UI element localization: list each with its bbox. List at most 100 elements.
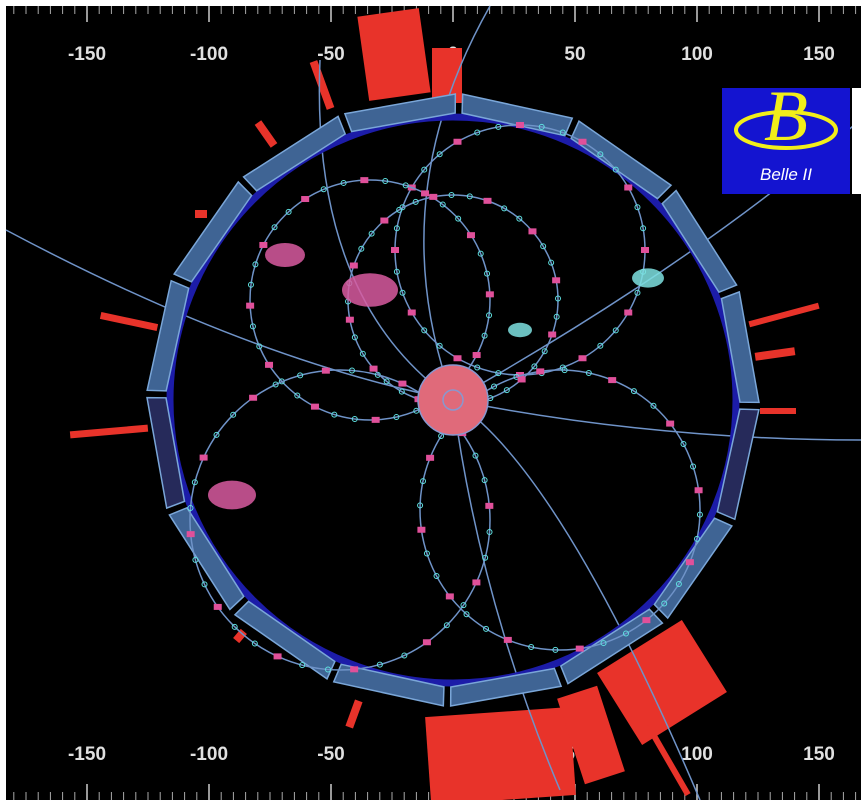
svd-hit — [396, 206, 403, 213]
cdc-hit — [380, 217, 389, 224]
svd-hit — [491, 383, 498, 390]
svd-hit — [249, 323, 256, 330]
helix — [189, 369, 491, 671]
ecl-deposit — [357, 8, 431, 101]
tick-label: -50 — [317, 44, 344, 65]
cdc-hit — [371, 416, 380, 423]
hit-cluster — [508, 322, 532, 338]
logo-edge — [852, 88, 861, 194]
helix — [249, 179, 491, 421]
svd-hit — [351, 334, 358, 341]
svd-hit — [401, 652, 408, 659]
cdc-hit — [608, 377, 617, 384]
svd-hit — [466, 193, 473, 200]
cdc-hit — [472, 352, 481, 359]
svd-hit — [320, 186, 327, 193]
ecl-deposit — [425, 707, 576, 800]
svd-hit — [272, 381, 279, 388]
cdc-hit — [429, 193, 438, 200]
svd-hit — [600, 640, 607, 647]
svd-hit — [231, 623, 238, 630]
cdc-hit — [391, 247, 399, 253]
svd-hit — [693, 535, 700, 542]
svd-hit — [417, 502, 424, 509]
svd-hit — [484, 270, 491, 277]
svd-hit — [443, 622, 450, 629]
svd-hit — [612, 166, 619, 173]
cdc-hit — [516, 372, 524, 378]
ecl-barrel-segment — [332, 663, 445, 707]
ecl-deposit — [760, 408, 796, 414]
svd-hit — [271, 224, 278, 231]
cdc-hit — [213, 603, 222, 610]
cdc-hit — [516, 122, 524, 128]
hit-cluster — [632, 268, 664, 288]
svd-hit — [634, 289, 641, 296]
svd-hit — [554, 295, 561, 302]
hit-cluster — [342, 273, 398, 307]
svd-hit — [436, 151, 443, 158]
svd-hit — [634, 204, 641, 211]
ecl-barrel-segment — [720, 290, 760, 404]
svd-hit — [340, 179, 347, 186]
vxd — [417, 364, 489, 436]
cdc-wall — [166, 113, 740, 687]
svd-hit — [358, 245, 365, 252]
svd-hit — [393, 414, 400, 421]
tick-label: -150 — [68, 44, 106, 65]
ecl-deposit — [195, 210, 207, 218]
cdc-hit — [265, 361, 274, 368]
helix — [419, 369, 701, 651]
cdc-hit — [273, 653, 282, 660]
svd-hit — [486, 312, 493, 319]
beam-pipe — [442, 389, 464, 411]
ecl-barrel-segment — [146, 279, 190, 392]
cdc-hit — [485, 502, 494, 509]
logo-letter: B — [764, 76, 808, 156]
cdc-hit — [360, 177, 369, 184]
ecl-barrel-segment — [233, 600, 336, 680]
cdc-hit — [485, 291, 494, 298]
svd-hit — [230, 411, 237, 418]
svd-hit — [585, 370, 592, 377]
svd-hit — [483, 625, 490, 632]
svd-hit — [213, 431, 220, 438]
tick-label: -50 — [317, 744, 344, 765]
svd-hit — [463, 611, 470, 618]
tick-label: 100 — [681, 744, 713, 765]
cdc-hit — [453, 355, 462, 362]
cdc-hit — [453, 138, 462, 145]
svd-hit — [412, 198, 419, 205]
tick-label: -100 — [190, 744, 228, 765]
cdc-hit — [301, 196, 310, 203]
svd-hit — [528, 643, 535, 650]
svd-hit — [448, 192, 455, 199]
svd-hit — [474, 129, 481, 136]
cdc-hit — [642, 617, 651, 624]
cdc-hit — [517, 376, 526, 383]
cdc-hit — [246, 302, 255, 309]
cdc-hit — [345, 316, 354, 323]
cdc-hit — [186, 531, 195, 538]
svd-hit — [439, 201, 446, 208]
ecl-deposit — [754, 347, 796, 361]
svd-hit — [349, 367, 356, 374]
tick-label: -150 — [68, 744, 106, 765]
ecl-deposit — [748, 302, 820, 328]
hit-cluster — [208, 480, 256, 510]
cdc-hit — [536, 368, 545, 375]
cdc-hit — [466, 232, 475, 239]
svd-hit — [612, 327, 619, 334]
svd-hit — [376, 661, 383, 668]
cdc-hit — [624, 309, 633, 316]
cdc-hit — [503, 636, 512, 643]
svd-hit — [675, 580, 682, 587]
cdc-hit — [685, 559, 694, 566]
tick-label: -100 — [190, 44, 228, 65]
cdc-hit — [624, 184, 633, 191]
ecl-deposit — [309, 60, 335, 110]
hit-cluster — [265, 243, 305, 267]
svd-hit — [251, 640, 258, 647]
svd-hit — [553, 313, 560, 320]
